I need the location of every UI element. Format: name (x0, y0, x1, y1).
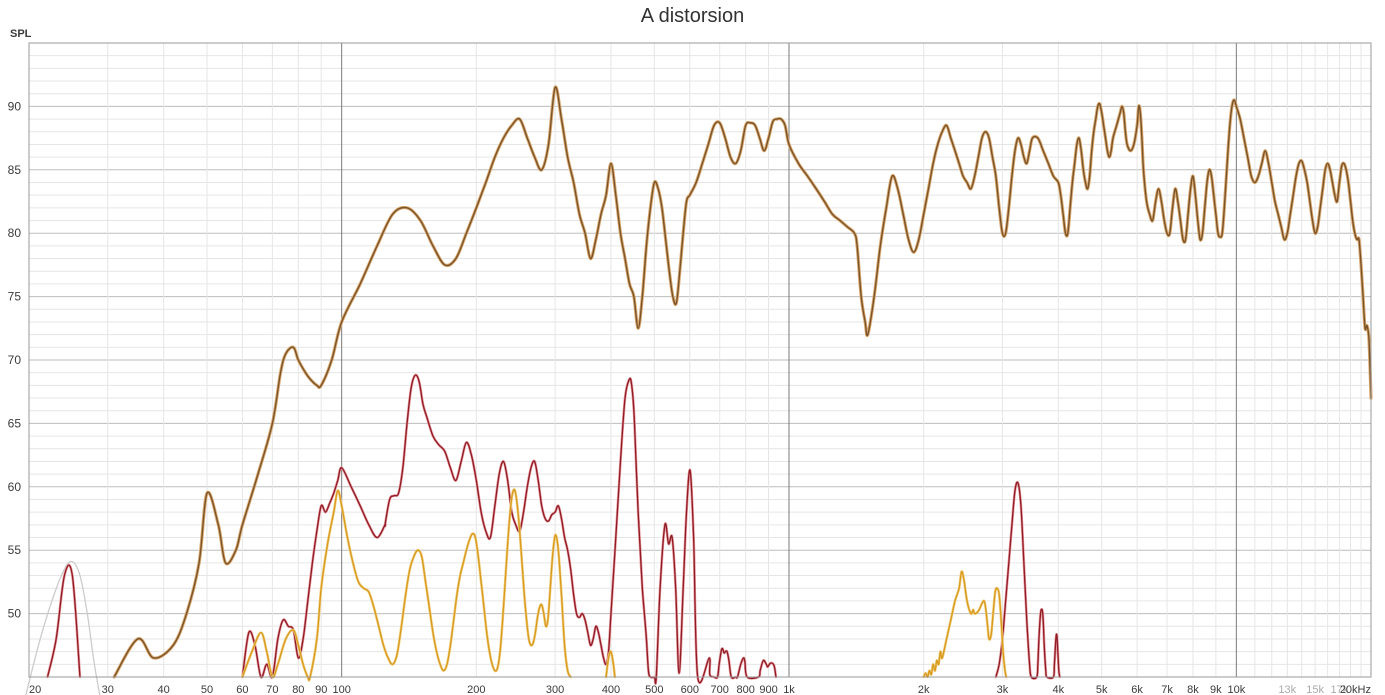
svg-text:20: 20 (29, 684, 41, 695)
svg-text:500: 500 (645, 684, 663, 695)
svg-text:2k: 2k (918, 684, 930, 695)
svg-text:7k: 7k (1161, 684, 1173, 695)
svg-text:90: 90 (315, 684, 327, 695)
svg-text:55: 55 (8, 543, 22, 557)
svg-text:6k: 6k (1131, 684, 1143, 695)
svg-text:40: 40 (158, 684, 170, 695)
svg-text:70: 70 (8, 353, 22, 367)
svg-text:10k: 10k (1227, 684, 1245, 695)
svg-text:5k: 5k (1096, 684, 1108, 695)
svg-text:8k: 8k (1187, 684, 1199, 695)
svg-text:60: 60 (236, 684, 248, 695)
svg-text:90: 90 (8, 99, 22, 113)
svg-text:400: 400 (602, 684, 620, 695)
svg-text:60: 60 (8, 480, 22, 494)
svg-text:13k: 13k (1278, 684, 1296, 695)
svg-text:15k: 15k (1306, 684, 1324, 695)
svg-text:9k: 9k (1210, 684, 1222, 695)
svg-text:700: 700 (711, 684, 729, 695)
svg-text:3k: 3k (997, 684, 1009, 695)
svg-text:70: 70 (266, 684, 278, 695)
svg-text:80: 80 (292, 684, 304, 695)
svg-text:100: 100 (332, 684, 350, 695)
svg-text:30: 30 (102, 684, 114, 695)
svg-text:4k: 4k (1053, 684, 1065, 695)
svg-text:75: 75 (8, 290, 22, 304)
svg-text:300: 300 (546, 684, 564, 695)
svg-text:80: 80 (8, 226, 22, 240)
svg-text:900: 900 (759, 684, 777, 695)
svg-text:1k: 1k (783, 684, 795, 695)
svg-text:600: 600 (681, 684, 699, 695)
svg-text:20kHz: 20kHz (1340, 684, 1371, 695)
svg-text:65: 65 (8, 416, 22, 430)
svg-text:85: 85 (8, 163, 22, 177)
svg-text:50: 50 (201, 684, 213, 695)
svg-text:800: 800 (736, 684, 754, 695)
svg-text:50: 50 (8, 607, 22, 621)
svg-text:200: 200 (467, 684, 485, 695)
